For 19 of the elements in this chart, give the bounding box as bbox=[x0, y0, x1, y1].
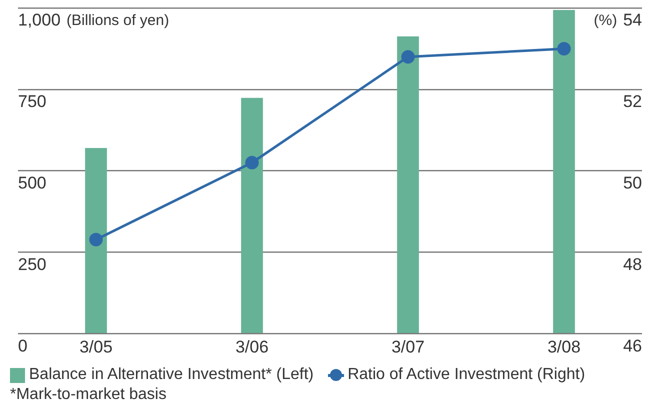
y2-axis-title: (%) bbox=[594, 12, 618, 30]
y-tick-label: 1,000 bbox=[18, 10, 61, 30]
legend-label: Balance in Alternative Investment* (Left) bbox=[29, 366, 314, 384]
legend-label: Ratio of Active Investment (Right) bbox=[348, 366, 586, 384]
y2-tick-label: 52 bbox=[623, 92, 642, 112]
y-axis-title: (Billions of yen) bbox=[66, 12, 170, 30]
y-tick-label: 0 bbox=[18, 336, 28, 356]
y-tick-label: 750 bbox=[18, 92, 46, 112]
y2-tick-label: 46 bbox=[623, 336, 642, 356]
y2-tick-label: 50 bbox=[623, 173, 642, 192]
x-tick-label: 3/05 bbox=[79, 337, 113, 356]
y-tick-label: 500 bbox=[18, 173, 46, 192]
x-tick-label: 3/06 bbox=[235, 337, 269, 356]
x-tick-label: 3/07 bbox=[391, 337, 425, 356]
y-tick-label: 250 bbox=[18, 254, 46, 274]
x-tick-label: 3/08 bbox=[547, 337, 581, 356]
y2-tick-label: 48 bbox=[623, 254, 642, 274]
text: *Mark-to-market basis bbox=[10, 386, 168, 404]
y2-tick-label: 54 bbox=[623, 10, 642, 30]
